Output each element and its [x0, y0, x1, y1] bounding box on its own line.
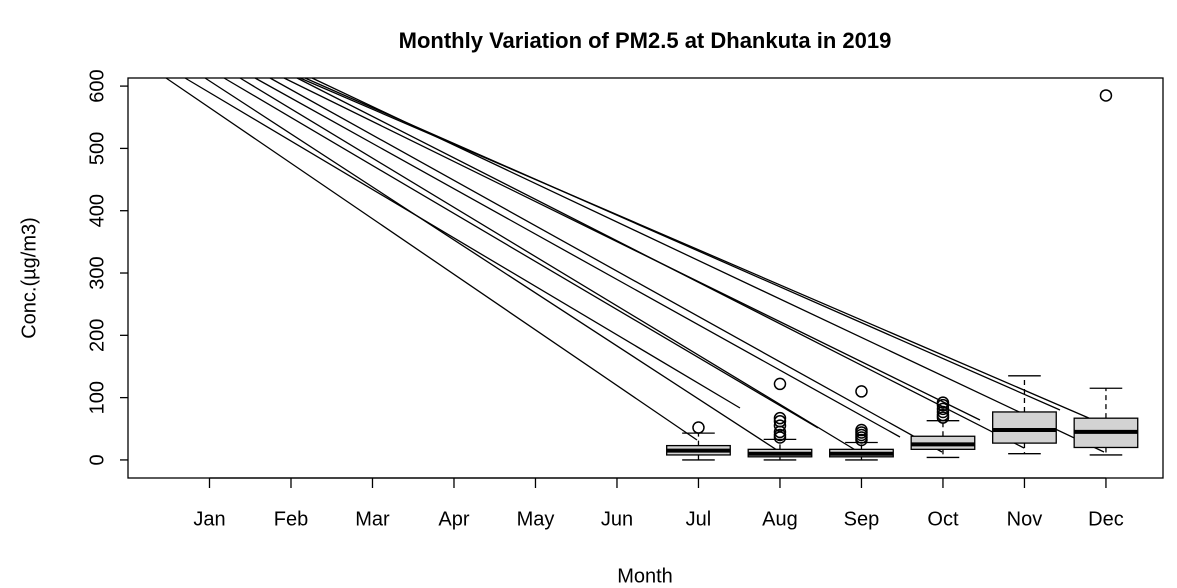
artifact-line: [269, 77, 943, 453]
artifact-line: [299, 77, 1106, 426]
artifact-line: [204, 77, 781, 453]
x-tick-label: Oct: [927, 508, 959, 530]
y-tick-label: 500: [86, 132, 108, 165]
outlier: [1099, 89, 1113, 102]
outlier: [855, 385, 868, 398]
outlier: [936, 408, 950, 422]
outlier: [855, 423, 868, 437]
outlier: [692, 421, 705, 434]
artifact-line: [223, 77, 819, 429]
outlier: [773, 419, 787, 432]
artifact-lines: [165, 77, 1106, 455]
outlier: [773, 415, 787, 428]
outlier: [773, 377, 787, 391]
artifact-line: [254, 77, 901, 438]
y-tick-label: 300: [86, 256, 108, 289]
x-tick-label: Apr: [438, 508, 469, 530]
x-tick-label: May: [517, 508, 555, 530]
outlier: [773, 411, 787, 425]
y-axis-label: Conc.(µg/m3): [18, 217, 40, 339]
artifact-line: [165, 77, 698, 441]
y-tick-label: 200: [86, 319, 108, 352]
artifact-line: [304, 77, 1061, 411]
x-tick-label: Feb: [274, 508, 308, 530]
x-tick-label: Sep: [844, 508, 880, 530]
y-tick-label: 600: [86, 69, 108, 102]
outlier: [936, 396, 950, 409]
outlier: [936, 402, 950, 416]
artifact-line: [239, 77, 863, 455]
x-tick-label: Jun: [601, 508, 633, 530]
x-tick-label: Jan: [193, 508, 225, 530]
outlier: [773, 428, 787, 442]
x-tick-label: Jul: [686, 508, 712, 530]
chart-title: Monthly Variation of PM2.5 at Dhankuta i…: [399, 28, 892, 53]
artifact-line: [184, 77, 741, 409]
x-tick-label: Mar: [355, 508, 390, 530]
y-tick-label: 100: [86, 381, 108, 414]
y-tick-label: 400: [86, 194, 108, 227]
y-tick-label: 0: [86, 454, 108, 465]
box: [992, 411, 1057, 444]
x-tick-label: Dec: [1088, 508, 1124, 530]
artifact-line: [296, 77, 1025, 449]
x-tick-label: Aug: [762, 508, 798, 530]
x-axis-label: Month: [617, 565, 673, 587]
x-tick-label: Nov: [1007, 508, 1043, 530]
outlier: [936, 405, 950, 419]
